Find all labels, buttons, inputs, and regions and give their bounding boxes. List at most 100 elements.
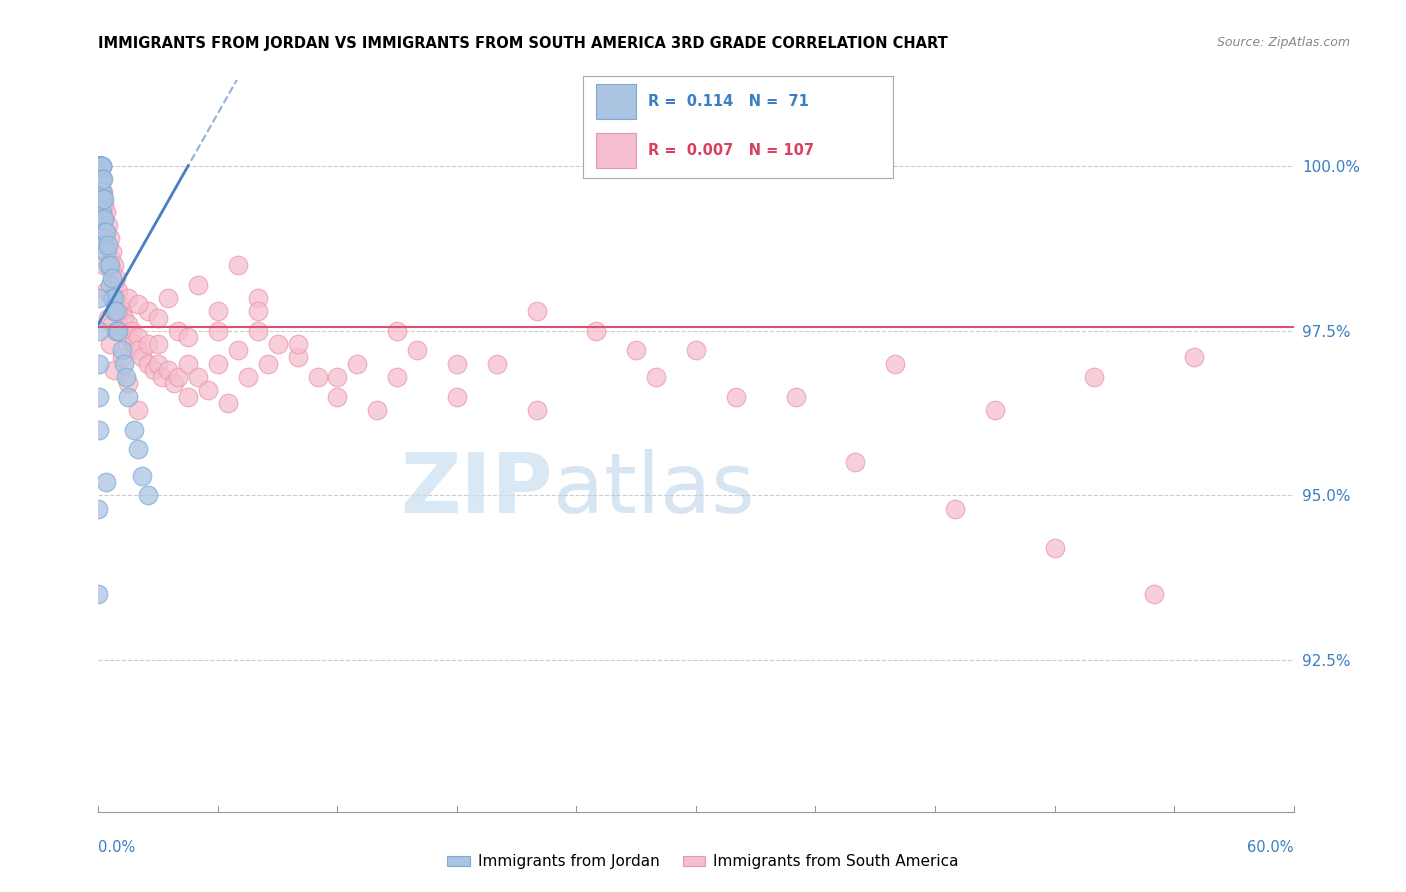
Point xyxy=(93,211,115,226)
Point xyxy=(127,402,149,417)
Point xyxy=(246,324,269,338)
Point xyxy=(115,369,138,384)
Point xyxy=(943,501,966,516)
Point xyxy=(124,423,146,437)
Point xyxy=(117,390,139,404)
Point xyxy=(93,198,115,212)
Point xyxy=(98,336,122,351)
Point xyxy=(256,357,278,371)
Point xyxy=(103,277,125,292)
Point xyxy=(103,304,125,318)
Point xyxy=(645,369,668,384)
Point xyxy=(136,357,159,371)
Point xyxy=(107,324,129,338)
Point xyxy=(97,310,120,325)
Point xyxy=(287,336,309,351)
Point xyxy=(91,186,114,200)
Point xyxy=(121,324,143,338)
Point xyxy=(90,172,112,186)
Point xyxy=(89,159,111,173)
Point xyxy=(98,277,122,292)
Point xyxy=(117,376,139,391)
Point xyxy=(127,330,149,344)
Point xyxy=(167,369,190,384)
Point xyxy=(103,363,125,377)
Point xyxy=(93,238,115,252)
Point xyxy=(150,369,173,384)
Point xyxy=(89,186,111,200)
Point xyxy=(446,390,468,404)
Point xyxy=(148,310,170,325)
Point xyxy=(97,219,120,233)
Point xyxy=(217,396,239,410)
Point xyxy=(93,192,115,206)
Point xyxy=(207,357,229,371)
Point xyxy=(1143,587,1166,601)
Point xyxy=(177,330,200,344)
Point xyxy=(89,192,111,206)
Point xyxy=(157,363,180,377)
Point xyxy=(177,390,200,404)
Text: atlas: atlas xyxy=(553,450,754,531)
Point xyxy=(89,159,111,173)
Point xyxy=(89,172,111,186)
Point xyxy=(385,369,409,384)
Point xyxy=(326,369,349,384)
Point xyxy=(267,336,290,351)
Point xyxy=(89,165,111,179)
Point xyxy=(626,343,648,358)
Point xyxy=(89,357,111,371)
Point xyxy=(98,251,122,265)
Text: IMMIGRANTS FROM JORDAN VS IMMIGRANTS FROM SOUTH AMERICA 3RD GRADE CORRELATION CH: IMMIGRANTS FROM JORDAN VS IMMIGRANTS FRO… xyxy=(98,36,948,51)
Point xyxy=(131,468,153,483)
Point xyxy=(111,304,134,318)
Point xyxy=(91,172,114,186)
Point xyxy=(157,291,180,305)
Point xyxy=(90,159,112,173)
Point xyxy=(101,291,124,305)
Point xyxy=(107,284,129,298)
Point xyxy=(844,455,866,469)
Point xyxy=(93,211,115,226)
Point xyxy=(112,310,135,325)
Point xyxy=(107,304,129,318)
Legend: Immigrants from Jordan, Immigrants from South America: Immigrants from Jordan, Immigrants from … xyxy=(441,848,965,875)
Point xyxy=(90,159,112,173)
Point xyxy=(93,192,115,206)
Point xyxy=(326,390,349,404)
Point xyxy=(96,225,118,239)
Point xyxy=(884,357,907,371)
Point xyxy=(167,324,190,338)
Point xyxy=(112,357,135,371)
Point xyxy=(90,159,112,173)
Point xyxy=(97,238,120,252)
Point xyxy=(585,324,607,338)
Point xyxy=(148,336,170,351)
Point xyxy=(89,390,111,404)
Point xyxy=(127,442,149,457)
Point xyxy=(91,231,114,245)
Point xyxy=(91,192,114,206)
Point xyxy=(89,159,111,173)
Point xyxy=(117,291,139,305)
Text: 0.0%: 0.0% xyxy=(98,840,135,855)
Point xyxy=(136,304,159,318)
Point xyxy=(90,159,112,173)
Point xyxy=(101,271,124,285)
Point xyxy=(127,343,149,358)
Point xyxy=(103,258,125,272)
Point xyxy=(93,225,115,239)
Point xyxy=(90,172,112,186)
Point xyxy=(143,363,166,377)
Bar xyxy=(596,133,636,168)
Text: R =  0.007   N = 107: R = 0.007 N = 107 xyxy=(648,144,814,158)
Point xyxy=(89,159,111,173)
Point xyxy=(89,324,111,338)
Point xyxy=(89,159,111,173)
Point xyxy=(91,159,114,173)
Point xyxy=(685,343,707,358)
Point xyxy=(96,205,118,219)
Point xyxy=(90,186,112,200)
Point xyxy=(526,304,548,318)
Point xyxy=(91,192,114,206)
